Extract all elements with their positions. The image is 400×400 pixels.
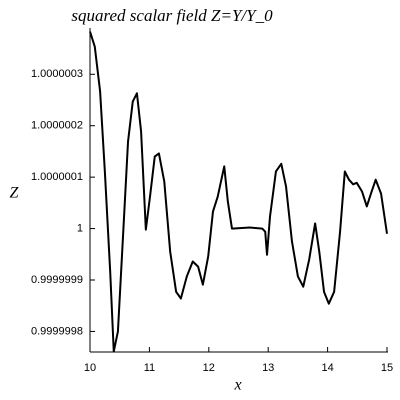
x-axis-label: x [233,377,241,394]
y-axis-label: Z [10,185,20,202]
x-tick-label: 12 [203,362,215,374]
y-tick-label: 0.9999998 [31,325,83,337]
y-tick-label: 1.0000003 [31,68,83,80]
y-tick-label: 0.9999999 [31,274,83,286]
y-tick-label: 1.0000001 [31,171,83,183]
chart-title: squared scalar field Z=Y/Y_0 [71,6,273,25]
x-tick-label: 11 [144,362,155,374]
y-tick-label: 1.0000002 [31,120,83,132]
x-tick-label: 13 [262,362,274,374]
x-tick-label: 15 [381,362,393,374]
x-tick-label: 10 [84,362,96,374]
y-tick-label: 1 [77,222,83,234]
x-tick-label: 14 [321,362,333,374]
data-line [89,31,388,353]
